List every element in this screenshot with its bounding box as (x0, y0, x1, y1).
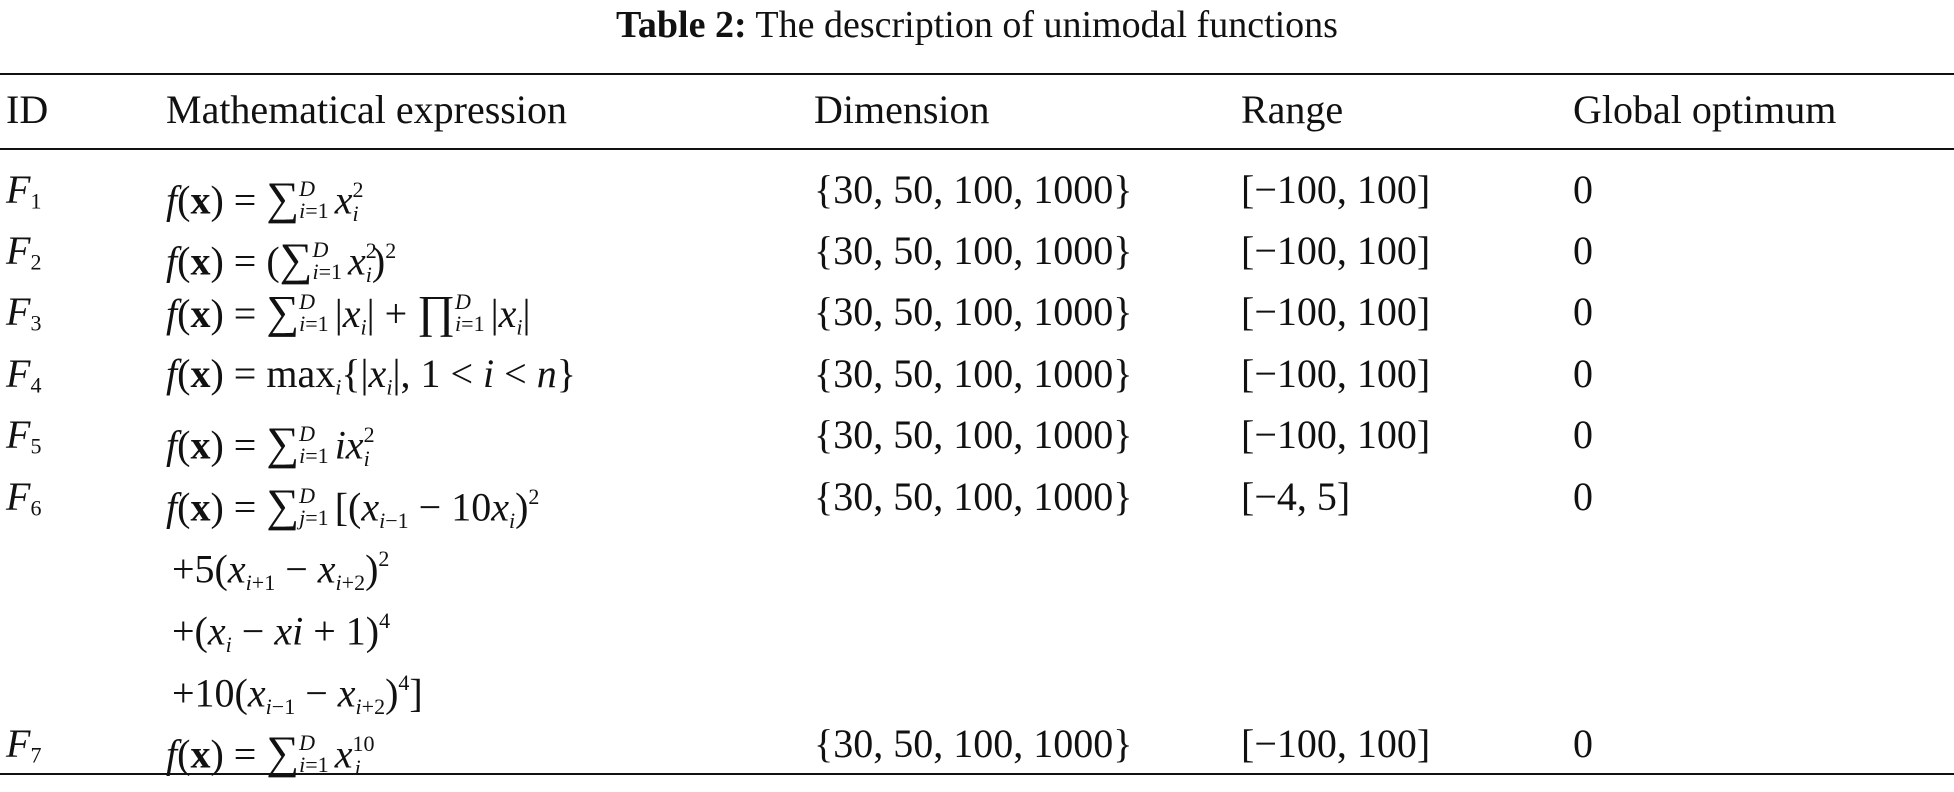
caption-text: The description of unimodal functions (746, 4, 1338, 46)
row-range: [−100, 100] (1241, 721, 1431, 766)
bottom-rule (0, 773, 1954, 775)
row-dimension: {30, 50, 100, 1000} (814, 351, 1133, 396)
header-expression: Mathematical expression (166, 87, 567, 132)
row-optimum: 0 (1573, 351, 1593, 396)
row-range: [−100, 100] (1241, 412, 1431, 457)
row-range: [−100, 100] (1241, 167, 1431, 212)
row-dimension: {30, 50, 100, 1000} (814, 289, 1133, 334)
row-optimum: 0 (1573, 289, 1593, 334)
row-optimum: 0 (1573, 412, 1593, 457)
top-rule (0, 73, 1954, 75)
row-id: F5 (6, 412, 42, 459)
row-id: F6 (6, 474, 42, 521)
math-expression-line-3: +(xi − xi + 1)4 (172, 608, 391, 658)
row-id: F7 (6, 721, 42, 768)
row-optimum: 0 (1573, 721, 1593, 766)
row-dimension: {30, 50, 100, 1000} (814, 721, 1133, 766)
row-dimension: {30, 50, 100, 1000} (814, 167, 1133, 212)
math-expression-line-4: +10(xi−1 − xi+2)4] (172, 670, 423, 720)
row-range: [−100, 100] (1241, 351, 1431, 396)
row-dimension: {30, 50, 100, 1000} (814, 474, 1133, 519)
row-range: [−100, 100] (1241, 289, 1431, 334)
row-id: F4 (6, 351, 42, 398)
row-range: [−4, 5] (1241, 474, 1351, 519)
header-rule (0, 148, 1954, 150)
row-optimum: 0 (1573, 474, 1593, 519)
header-dimension: Dimension (814, 87, 990, 132)
row-dimension: {30, 50, 100, 1000} (814, 412, 1133, 457)
header-optimum: Global optimum (1573, 87, 1837, 132)
math-expression-line-2: +5(xi+1 − xi+2)2 (172, 546, 390, 596)
caption-label: Table 2: (616, 4, 747, 46)
header-range: Range (1241, 87, 1344, 132)
row-optimum: 0 (1573, 167, 1593, 212)
table-caption: Table 2: The description of unimodal fun… (0, 0, 1954, 58)
row-dimension: {30, 50, 100, 1000} (814, 228, 1133, 273)
row-range: [−100, 100] (1241, 228, 1431, 273)
row-id: F1 (6, 167, 42, 214)
row-id: F2 (6, 228, 42, 275)
math-expression: f(x) = maxi{|xi|, 1 < i < n} (166, 351, 576, 400)
header-id: ID (6, 87, 49, 132)
row-id: F3 (6, 289, 42, 336)
row-optimum: 0 (1573, 228, 1593, 273)
